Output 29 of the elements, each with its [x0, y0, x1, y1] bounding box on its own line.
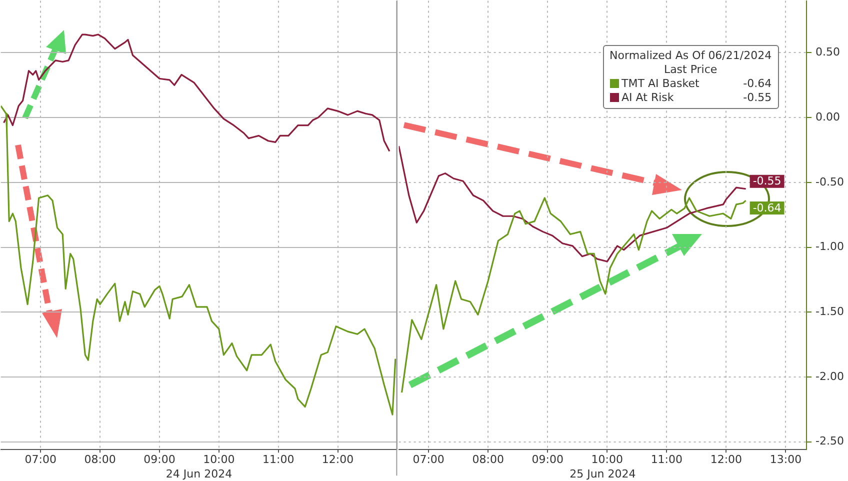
x-tick-label: 09:00 — [144, 453, 176, 466]
data-label: -0.64 — [752, 201, 782, 214]
y-tick-label: -2.00 — [816, 370, 844, 383]
x-axis-title: 24 Jun 2024 — [166, 467, 232, 480]
x-tick-label: 11:00 — [650, 453, 683, 466]
text: -0.55 — [743, 90, 772, 104]
x-tick-label: 13:00 — [770, 453, 802, 466]
y-tick-label: -0.50 — [816, 175, 844, 188]
y-tick-label: 0.50 — [816, 46, 840, 59]
x-tick-label: 12:00 — [322, 453, 354, 466]
x-axis-title: 25 Jun 2024 — [570, 467, 636, 480]
x-tick-label: 10:00 — [203, 453, 235, 466]
y-tick-label: 0.00 — [816, 110, 840, 124]
x-tick-label: 07:00 — [24, 453, 56, 466]
x-tick-label: 08:00 — [84, 453, 116, 466]
x-tick-label: 08:00 — [472, 453, 504, 466]
text: -0.64 — [743, 76, 772, 90]
x-tick-label: 09:00 — [532, 453, 564, 466]
y-tick-label: -2.50 — [816, 434, 844, 448]
x-tick-label: 12:00 — [710, 453, 742, 466]
x-tick-label: 11:00 — [262, 453, 294, 466]
y-tick-label: -1.00 — [816, 240, 844, 254]
legend-label: AI At Risk — [622, 90, 674, 105]
y-tick-label: -1.50 — [816, 304, 844, 318]
legend-label: TMT AI Basket — [622, 76, 700, 91]
legend-title: Normalized As Of 06/21/2024 Last Price — [610, 48, 772, 77]
data-label: -0.55 — [752, 174, 782, 188]
x-tick-label: 07:00 — [412, 453, 444, 466]
x-tick-label: 10:00 — [591, 453, 623, 466]
